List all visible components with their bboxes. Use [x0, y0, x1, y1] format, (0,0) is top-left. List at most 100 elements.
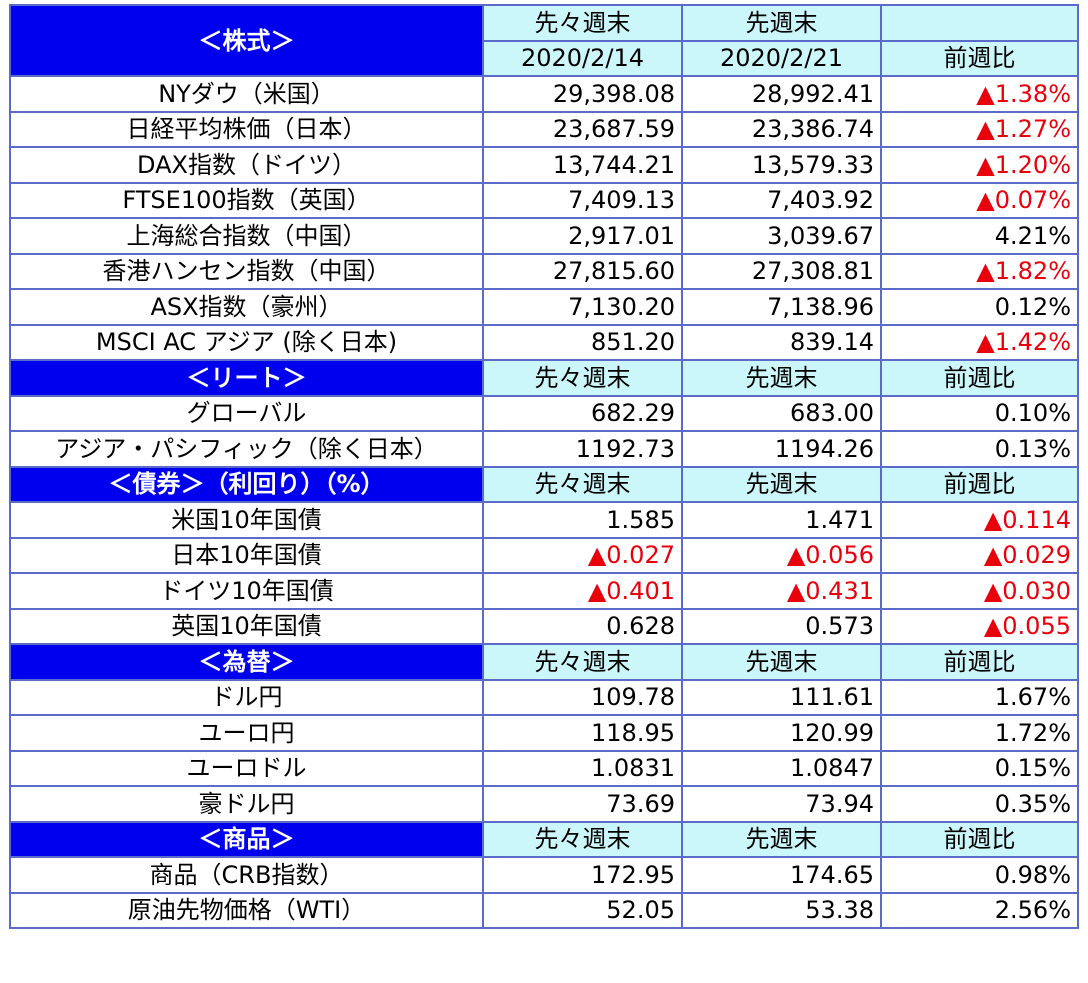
row-label: 上海総合指数（中国） [9, 217, 484, 255]
change-value: ▲0.114 [880, 501, 1079, 539]
commodities-change-label: 前週比 [880, 820, 1079, 858]
curr-week-value: 28,992.41 [681, 75, 882, 113]
curr-week-value: 7,403.92 [681, 181, 882, 219]
change-value: ▲0.029 [880, 536, 1079, 574]
row-label: アジア・パシフィック（除く日本） [9, 430, 484, 468]
stocks-data-row: 日経平均株価（日本） 23,687.59 23,386.74 ▲1.27% [9, 110, 1079, 148]
prev-week-value: ▲0.401 [482, 572, 683, 610]
prev-week-value: 1.585 [482, 501, 683, 539]
change-value: 2.56% [880, 891, 1079, 929]
bonds-data-row: 米国10年国債 1.585 1.471 ▲0.114 [9, 501, 1079, 539]
change-value: ▲0.055 [880, 607, 1079, 645]
reit-change-label: 前週比 [880, 359, 1079, 397]
curr-week-value: 1.471 [681, 501, 882, 539]
change-value: ▲1.42% [880, 323, 1079, 361]
stocks-prev-date: 2020/2/14 [482, 39, 683, 77]
stocks-data-row: NYダウ（米国） 29,398.08 28,992.41 ▲1.38% [9, 75, 1079, 113]
bonds-curr-week-label: 先週末 [681, 465, 882, 503]
row-label: ドイツ10年国債 [9, 572, 484, 610]
stocks-data-row: ASX指数（豪州） 7,130.20 7,138.96 0.12% [9, 288, 1079, 326]
prev-week-value: 118.95 [482, 714, 683, 752]
prev-week-value: 0.628 [482, 607, 683, 645]
stocks-section-title: ＜株式＞ [9, 4, 484, 77]
fx-section-title: ＜為替＞ [9, 643, 484, 681]
curr-week-value: ▲0.431 [681, 572, 882, 610]
prev-week-value: 7,130.20 [482, 288, 683, 326]
fx-data-row: 豪ドル円 73.69 73.94 0.35% [9, 785, 1079, 823]
row-label: ASX指数（豪州） [9, 288, 484, 326]
change-value: 0.13% [880, 430, 1079, 468]
row-label: 豪ドル円 [9, 785, 484, 823]
prev-week-value: 1.0831 [482, 749, 683, 787]
prev-week-value: 7,409.13 [482, 181, 683, 219]
change-value: ▲0.07% [880, 181, 1079, 219]
stocks-data-row: FTSE100指数（英国） 7,409.13 7,403.92 ▲0.07% [9, 181, 1079, 219]
row-label: 英国10年国債 [9, 607, 484, 645]
fx-header-row: ＜為替＞ 先々週末 先週末 前週比 [9, 643, 1079, 681]
bonds-section-title: ＜債券＞（利回り）（%） [9, 465, 484, 503]
fx-data-row: ユーロ円 118.95 120.99 1.72% [9, 714, 1079, 752]
bonds-header-row: ＜債券＞（利回り）（%） 先々週末 先週末 前週比 [9, 465, 1079, 503]
market-summary-body: ＜株式＞ 先々週末 先週末 2020/2/14 2020/2/21 前週比 NY… [9, 4, 1079, 929]
stocks-data-row: MSCI AC アジア (除く日本) 851.20 839.14 ▲1.42% [9, 323, 1079, 361]
stocks-data-row: 香港ハンセン指数（中国） 27,815.60 27,308.81 ▲1.82% [9, 252, 1079, 290]
stocks-curr-date: 2020/2/21 [681, 39, 882, 77]
fx-change-label: 前週比 [880, 643, 1079, 681]
row-label: NYダウ（米国） [9, 75, 484, 113]
prev-week-value: 13,744.21 [482, 146, 683, 184]
stocks-data-row: 上海総合指数（中国） 2,917.01 3,039.67 4.21% [9, 217, 1079, 255]
row-label: ユーロ円 [9, 714, 484, 752]
market-summary-table: ＜株式＞ 先々週末 先週末 2020/2/14 2020/2/21 前週比 NY… [9, 4, 1079, 929]
commodities-data-row: 商品（CRB指数） 172.95 174.65 0.98% [9, 856, 1079, 894]
bonds-data-row: ドイツ10年国債 ▲0.401 ▲0.431 ▲0.030 [9, 572, 1079, 610]
curr-week-value: 7,138.96 [681, 288, 882, 326]
stocks-data-row: DAX指数（ドイツ） 13,744.21 13,579.33 ▲1.20% [9, 146, 1079, 184]
prev-week-value: 27,815.60 [482, 252, 683, 290]
curr-week-value: 174.65 [681, 856, 882, 894]
change-value: 0.12% [880, 288, 1079, 326]
bonds-data-row: 英国10年国債 0.628 0.573 ▲0.055 [9, 607, 1079, 645]
change-value: 1.72% [880, 714, 1079, 752]
row-label: 米国10年国債 [9, 501, 484, 539]
row-label: ユーロドル [9, 749, 484, 787]
commodities-curr-week-label: 先週末 [681, 820, 882, 858]
curr-week-value: 111.61 [681, 678, 882, 716]
change-value: 4.21% [880, 217, 1079, 255]
stocks-change-label: 前週比 [880, 39, 1079, 77]
curr-week-value: 3,039.67 [681, 217, 882, 255]
bonds-data-row: 日本10年国債 ▲0.027 ▲0.056 ▲0.029 [9, 536, 1079, 574]
stocks-header-row-1: ＜株式＞ 先々週末 先週末 [9, 4, 1079, 77]
bonds-prev-week-label: 先々週末 [482, 465, 683, 503]
change-value: 1.67% [880, 678, 1079, 716]
curr-week-value: 23,386.74 [681, 110, 882, 148]
prev-week-value: 23,687.59 [482, 110, 683, 148]
row-label: 日本10年国債 [9, 536, 484, 574]
change-value: 0.35% [880, 785, 1079, 823]
prev-week-value: 29,398.08 [482, 75, 683, 113]
stocks-header-row-2: 2020/2/14 2020/2/21 前週比 [10, 39, 1079, 77]
prev-week-value: 2,917.01 [482, 217, 683, 255]
prev-week-value: 172.95 [482, 856, 683, 894]
reit-data-row: グローバル 682.29 683.00 0.10% [9, 394, 1079, 432]
commodities-data-row: 原油先物価格（WTI） 52.05 53.38 2.56% [9, 891, 1079, 929]
curr-week-value: 53.38 [681, 891, 882, 929]
curr-week-value: 73.94 [681, 785, 882, 823]
change-value: ▲1.38% [880, 75, 1079, 113]
prev-week-value: 109.78 [482, 678, 683, 716]
change-value: 0.15% [880, 749, 1079, 787]
fx-data-row: ユーロドル 1.0831 1.0847 0.15% [9, 749, 1079, 787]
prev-week-value: ▲0.027 [482, 536, 683, 574]
prev-week-value: 851.20 [482, 323, 683, 361]
change-value: 0.98% [880, 856, 1079, 894]
prev-week-value: 52.05 [482, 891, 683, 929]
curr-week-value: 1194.26 [681, 430, 882, 468]
commodities-header-row: ＜商品＞ 先々週末 先週末 前週比 [9, 820, 1079, 858]
stocks-change-header-blank [880, 4, 1079, 42]
row-label: MSCI AC アジア (除く日本) [9, 323, 484, 361]
fx-data-row: ドル円 109.78 111.61 1.67% [9, 678, 1079, 716]
change-value: ▲1.20% [880, 146, 1079, 184]
curr-week-value: 27,308.81 [681, 252, 882, 290]
row-label: ドル円 [9, 678, 484, 716]
change-value: ▲0.030 [880, 572, 1079, 610]
row-label: 日経平均株価（日本） [9, 110, 484, 148]
